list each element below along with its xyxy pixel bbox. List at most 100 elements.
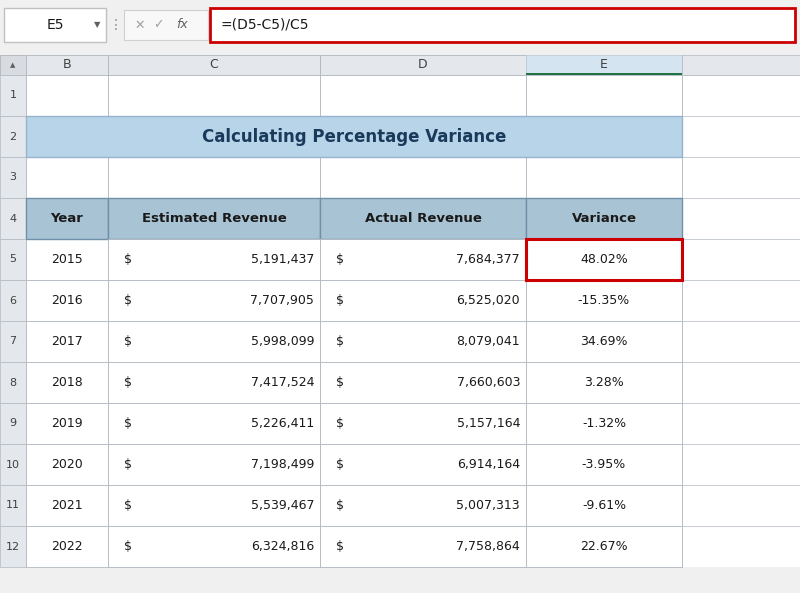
Bar: [682, 403, 800, 444]
Bar: [526, 444, 682, 485]
Bar: [526, 362, 682, 403]
Bar: [26, 157, 108, 198]
Text: -9.61%: -9.61%: [582, 499, 626, 512]
Text: 22.67%: 22.67%: [580, 540, 628, 553]
Text: 3.28%: 3.28%: [584, 376, 624, 389]
Bar: [682, 239, 800, 280]
Text: 7,660,603: 7,660,603: [457, 376, 520, 389]
Bar: [320, 403, 526, 444]
Bar: [526, 75, 682, 116]
Text: $: $: [336, 499, 344, 512]
Bar: [526, 157, 682, 198]
Bar: [320, 362, 526, 403]
Bar: [320, 362, 526, 403]
Text: 5,998,099: 5,998,099: [250, 335, 314, 348]
Bar: [108, 362, 320, 403]
Bar: [320, 444, 526, 485]
Text: Year: Year: [50, 212, 83, 225]
Bar: [320, 485, 526, 526]
Bar: [526, 526, 682, 567]
Bar: [320, 485, 526, 526]
Bar: [320, 198, 526, 239]
Text: ⋮: ⋮: [109, 18, 123, 32]
Text: B: B: [62, 59, 71, 72]
Bar: [320, 403, 526, 444]
Bar: [26, 198, 108, 239]
Bar: [108, 485, 320, 526]
Bar: [320, 239, 526, 280]
Bar: [108, 198, 320, 239]
Bar: [526, 526, 682, 567]
Bar: [320, 239, 526, 280]
Bar: [4, 8, 106, 42]
Text: $: $: [124, 335, 132, 348]
Text: 34.69%: 34.69%: [580, 335, 628, 348]
Bar: [320, 280, 526, 321]
Bar: [26, 485, 108, 526]
Bar: [320, 321, 526, 362]
Bar: [682, 526, 800, 567]
Bar: [108, 403, 320, 444]
Text: $: $: [124, 417, 132, 430]
Bar: [0, 321, 26, 362]
Text: $: $: [336, 417, 344, 430]
Bar: [682, 55, 800, 75]
Text: 2017: 2017: [51, 335, 83, 348]
Text: 3: 3: [10, 173, 17, 183]
Text: $: $: [124, 253, 132, 266]
Text: 2015: 2015: [51, 253, 83, 266]
Text: 12: 12: [6, 541, 20, 551]
Bar: [108, 198, 320, 239]
Bar: [0, 75, 26, 116]
Text: 8,079,041: 8,079,041: [456, 335, 520, 348]
Bar: [108, 526, 320, 567]
Bar: [320, 157, 526, 198]
Text: 4: 4: [10, 213, 17, 224]
Bar: [526, 485, 682, 526]
Bar: [320, 280, 526, 321]
Text: 1: 1: [10, 91, 17, 100]
Text: 10: 10: [6, 460, 20, 470]
Bar: [0, 280, 26, 321]
Text: $: $: [124, 376, 132, 389]
Text: 5,191,437: 5,191,437: [250, 253, 314, 266]
Bar: [26, 403, 108, 444]
Bar: [526, 73, 682, 75]
Text: C: C: [210, 59, 218, 72]
Bar: [682, 362, 800, 403]
Text: 11: 11: [6, 500, 20, 511]
Bar: [526, 485, 682, 526]
Bar: [26, 444, 108, 485]
Bar: [26, 116, 108, 157]
Bar: [108, 116, 320, 157]
Bar: [0, 485, 26, 526]
Bar: [108, 526, 320, 567]
Bar: [0, 403, 26, 444]
Bar: [0, 55, 26, 75]
Bar: [26, 239, 108, 280]
Bar: [0, 567, 800, 593]
Bar: [526, 280, 682, 321]
Bar: [320, 116, 526, 157]
Text: E: E: [600, 59, 608, 72]
Bar: [26, 321, 108, 362]
Bar: [108, 239, 320, 280]
Bar: [26, 116, 682, 157]
Text: D: D: [418, 59, 428, 72]
Bar: [526, 321, 682, 362]
Bar: [682, 75, 800, 116]
Text: 2021: 2021: [51, 499, 83, 512]
Text: $: $: [336, 335, 344, 348]
Bar: [26, 362, 108, 403]
Bar: [320, 321, 526, 362]
Bar: [682, 157, 800, 198]
Bar: [108, 485, 320, 526]
Bar: [26, 75, 108, 116]
Text: ✓: ✓: [153, 18, 163, 31]
Bar: [526, 280, 682, 321]
Bar: [526, 55, 682, 75]
Bar: [320, 55, 526, 75]
Bar: [0, 362, 26, 403]
Text: 7,198,499: 7,198,499: [250, 458, 314, 471]
Bar: [526, 444, 682, 485]
